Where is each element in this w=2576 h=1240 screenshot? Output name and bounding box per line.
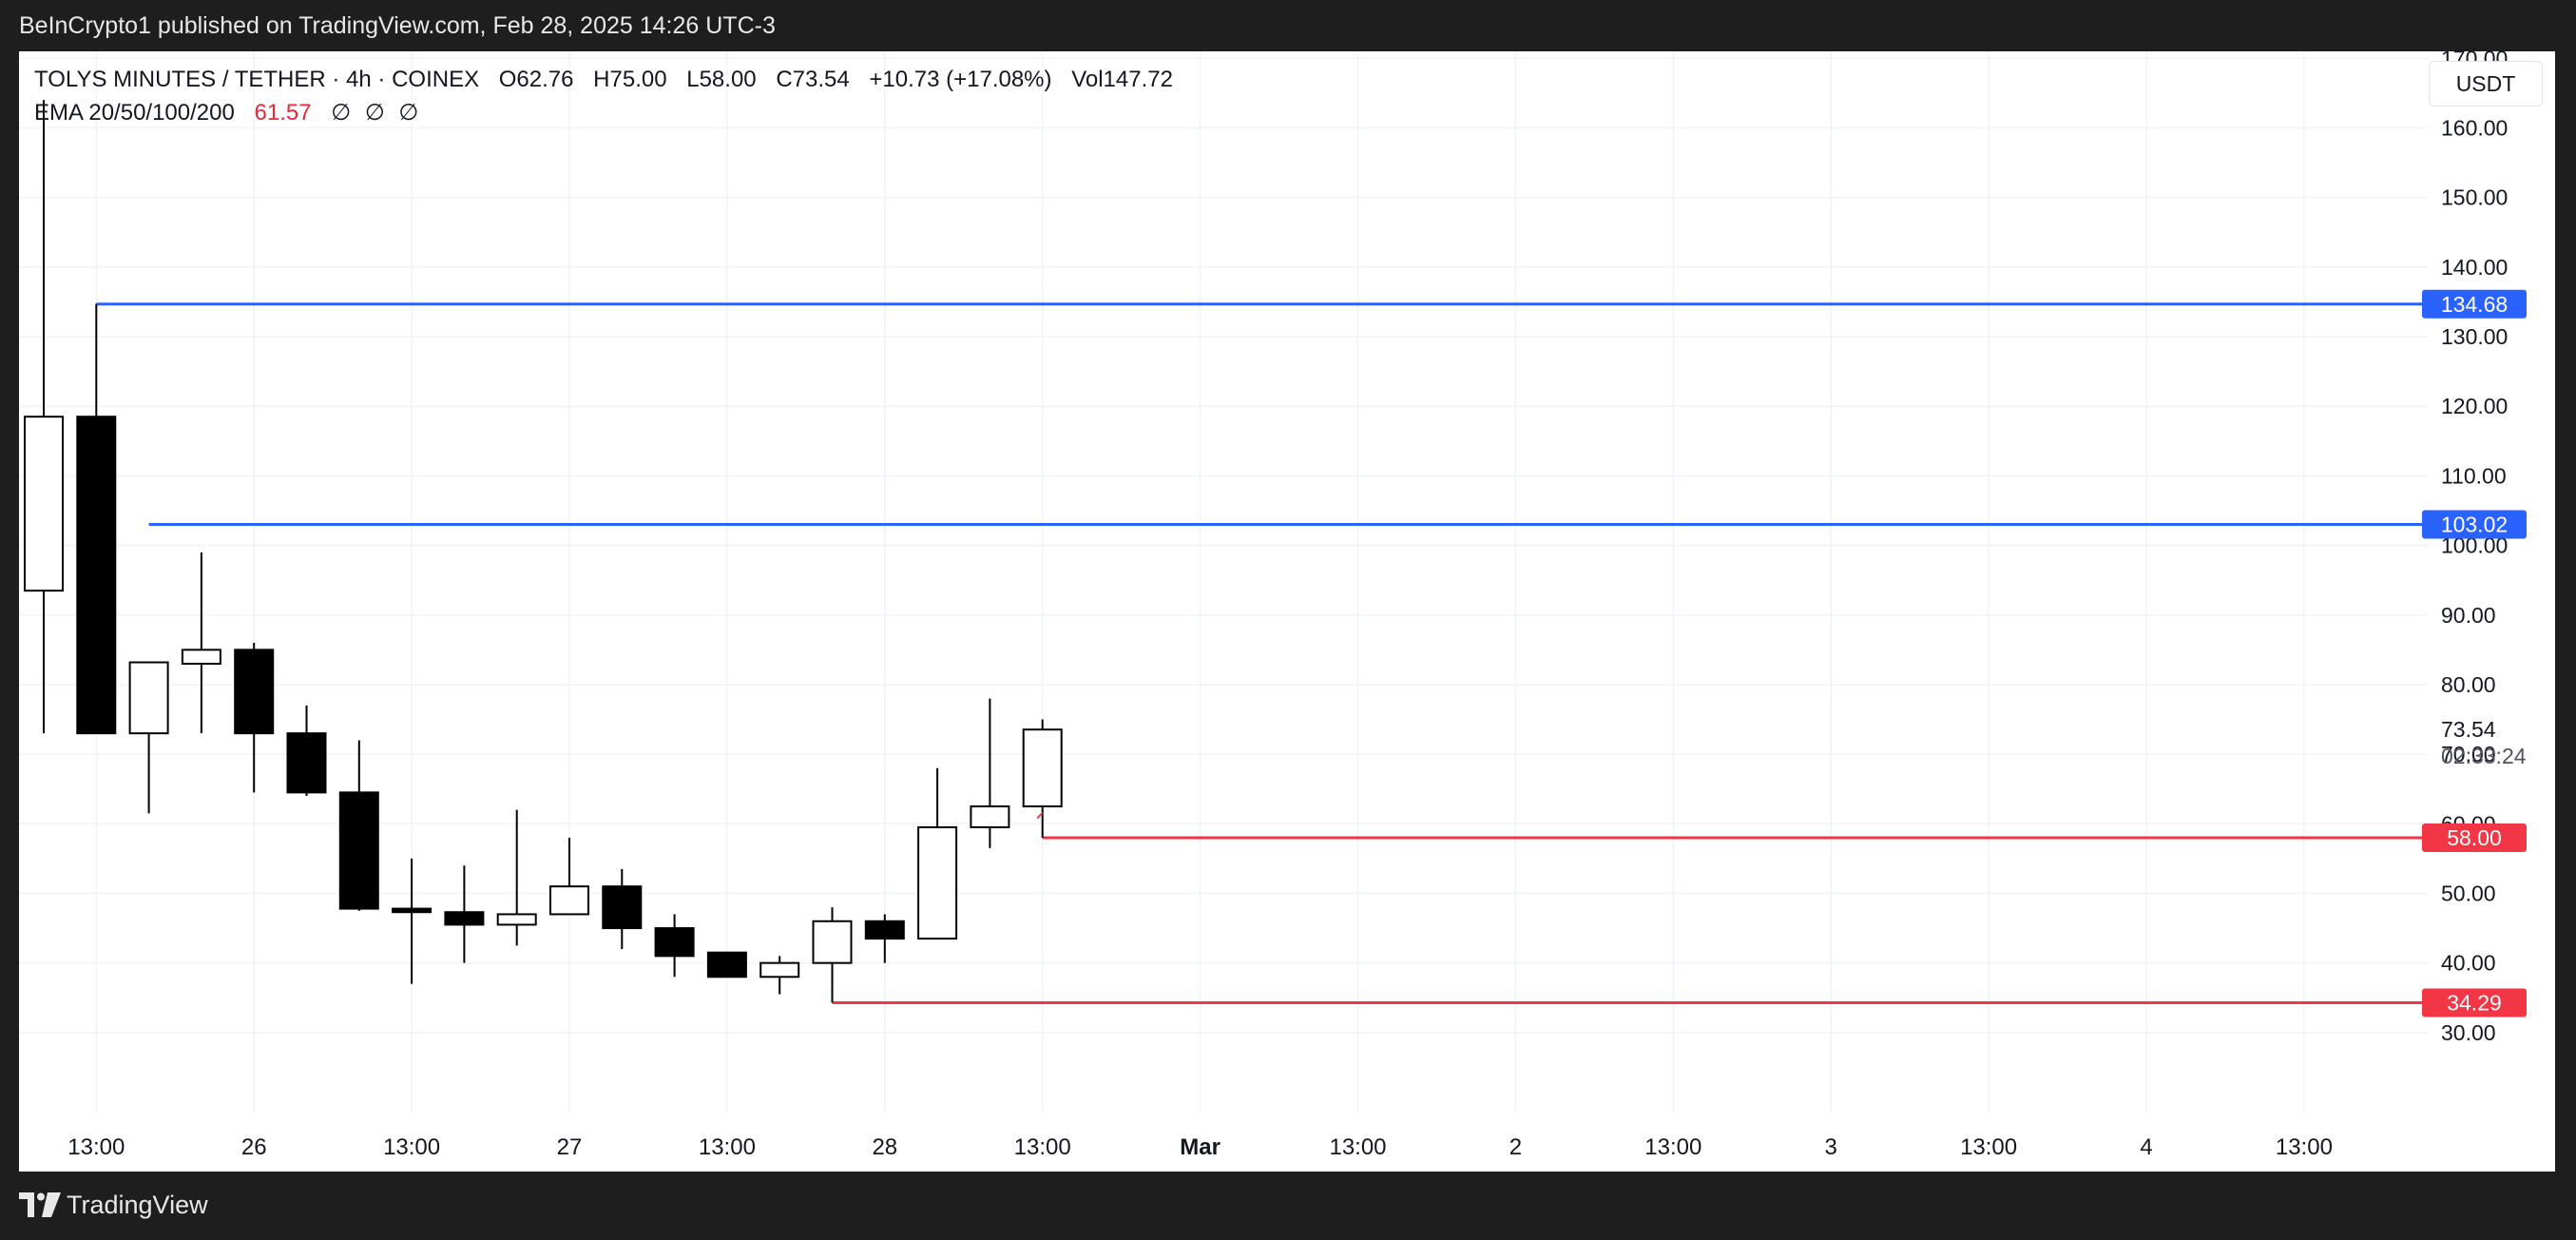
last-price-label: 73.54 (2441, 717, 2496, 742)
candle-up (181, 649, 221, 665)
x-tick-label: 13:00 (67, 1134, 125, 1160)
y-tick-label: 90.00 (2441, 603, 2496, 628)
currency-button[interactable]: USDT (2429, 61, 2543, 107)
x-tick-label: 27 (557, 1134, 583, 1160)
countdown-label: 02:33:24 (2441, 744, 2527, 768)
legend-ohlc: TOLYS MINUTES / TETHER · 4h · COINEX O62… (34, 67, 1186, 93)
legend-ema: EMA 20/50/100/200 61.57 ∅ ∅ ∅ (34, 99, 426, 126)
candle-up (970, 805, 1010, 828)
x-tick-label: 13:00 (2276, 1134, 2333, 1160)
candle-up (812, 920, 853, 964)
y-tick-label: 150.00 (2441, 185, 2508, 210)
legend-open: O62.76 (498, 67, 574, 92)
candle-down (602, 885, 643, 930)
candle-down (234, 649, 275, 735)
publish-bar: BeInCrypto1 published on TradingView.com… (0, 0, 2576, 51)
ema-label[interactable]: EMA 20/50/100/200 (34, 100, 235, 126)
legend-change: +10.73 (+17.08%) (869, 67, 1052, 92)
legend-symbol[interactable]: TOLYS MINUTES / TETHER · 4h · COINEX (34, 67, 480, 92)
x-tick-label: 13:00 (1960, 1134, 2017, 1160)
y-tick-label: 70.00 (2441, 742, 2496, 766)
y-tick-label: 40.00 (2441, 951, 2496, 976)
y-tick-label: 160.00 (2441, 115, 2508, 140)
x-tick-label: 13:00 (1644, 1134, 1701, 1160)
legend-volume: Vol147.72 (1071, 67, 1173, 92)
ema-value: 61.57 (254, 100, 312, 126)
chart-panel[interactable]: 30.0040.0050.0060.0070.0080.0090.00100.0… (19, 51, 2555, 1172)
ema-na-2: ∅ (364, 100, 385, 126)
y-tick-label: 140.00 (2441, 255, 2508, 280)
ema-na-1: ∅ (331, 100, 352, 126)
resistance-level-label: 103.02 (2441, 512, 2508, 536)
x-tick-label: 26 (241, 1134, 267, 1160)
candle-down (444, 911, 485, 926)
candle-up (759, 961, 800, 978)
support-level-badge (2422, 823, 2527, 852)
x-tick-label: 13:00 (383, 1134, 440, 1160)
legend-low: L58.00 (686, 67, 757, 92)
resistance-level-label: 134.68 (2441, 292, 2508, 317)
resistance-level-badge (2422, 289, 2527, 319)
footer-brand: TradingView (67, 1191, 208, 1219)
footer-bar: TradingView (0, 1172, 2576, 1240)
support-level-label: 34.29 (2447, 990, 2502, 1015)
candle-down (392, 907, 433, 914)
candle-down (286, 732, 327, 794)
y-tick-label: 120.00 (2441, 394, 2508, 418)
x-tick-label: 28 (872, 1134, 897, 1160)
tradingview-logo-icon (19, 1192, 61, 1217)
y-tick-label: 50.00 (2441, 881, 2496, 905)
x-tick-label: 3 (1825, 1134, 1837, 1160)
support-level-badge (2422, 988, 2527, 1017)
y-tick-label: 130.00 (2441, 324, 2508, 349)
candle-up (549, 885, 589, 916)
candle-up (1022, 728, 1063, 808)
ema-na-3: ∅ (398, 100, 419, 126)
x-tick-label: 13:00 (699, 1134, 756, 1160)
x-tick-label: 13:00 (1329, 1134, 1386, 1160)
x-tick-label: 13:00 (1014, 1134, 1071, 1160)
candle-up (917, 825, 958, 940)
legend-close: C73.54 (776, 67, 850, 92)
candle-down (706, 951, 747, 978)
candle-down (864, 920, 905, 940)
candle-down (654, 927, 695, 958)
candle-up (24, 416, 64, 592)
ema-line (1036, 812, 1044, 820)
resistance-level-badge (2422, 510, 2527, 539)
publish-info: BeInCrypto1 published on TradingView.com… (19, 12, 776, 39)
chart-canvas[interactable]: 30.0040.0050.0060.0070.0080.0090.00100.0… (19, 51, 2555, 1172)
candle-up (128, 661, 169, 735)
y-tick-label: 80.00 (2441, 672, 2496, 697)
candle-up (496, 913, 537, 926)
x-tick-label: 2 (1509, 1134, 1522, 1160)
x-tick-label: Mar (1180, 1134, 1221, 1160)
x-tick-label: 4 (2140, 1134, 2152, 1160)
y-tick-label: 30.00 (2441, 1020, 2496, 1045)
candle-down (338, 791, 379, 910)
legend-high: H75.00 (593, 67, 667, 92)
candle-down (76, 416, 117, 735)
support-level-label: 58.00 (2447, 825, 2502, 850)
y-tick-label: 110.00 (2441, 463, 2507, 488)
